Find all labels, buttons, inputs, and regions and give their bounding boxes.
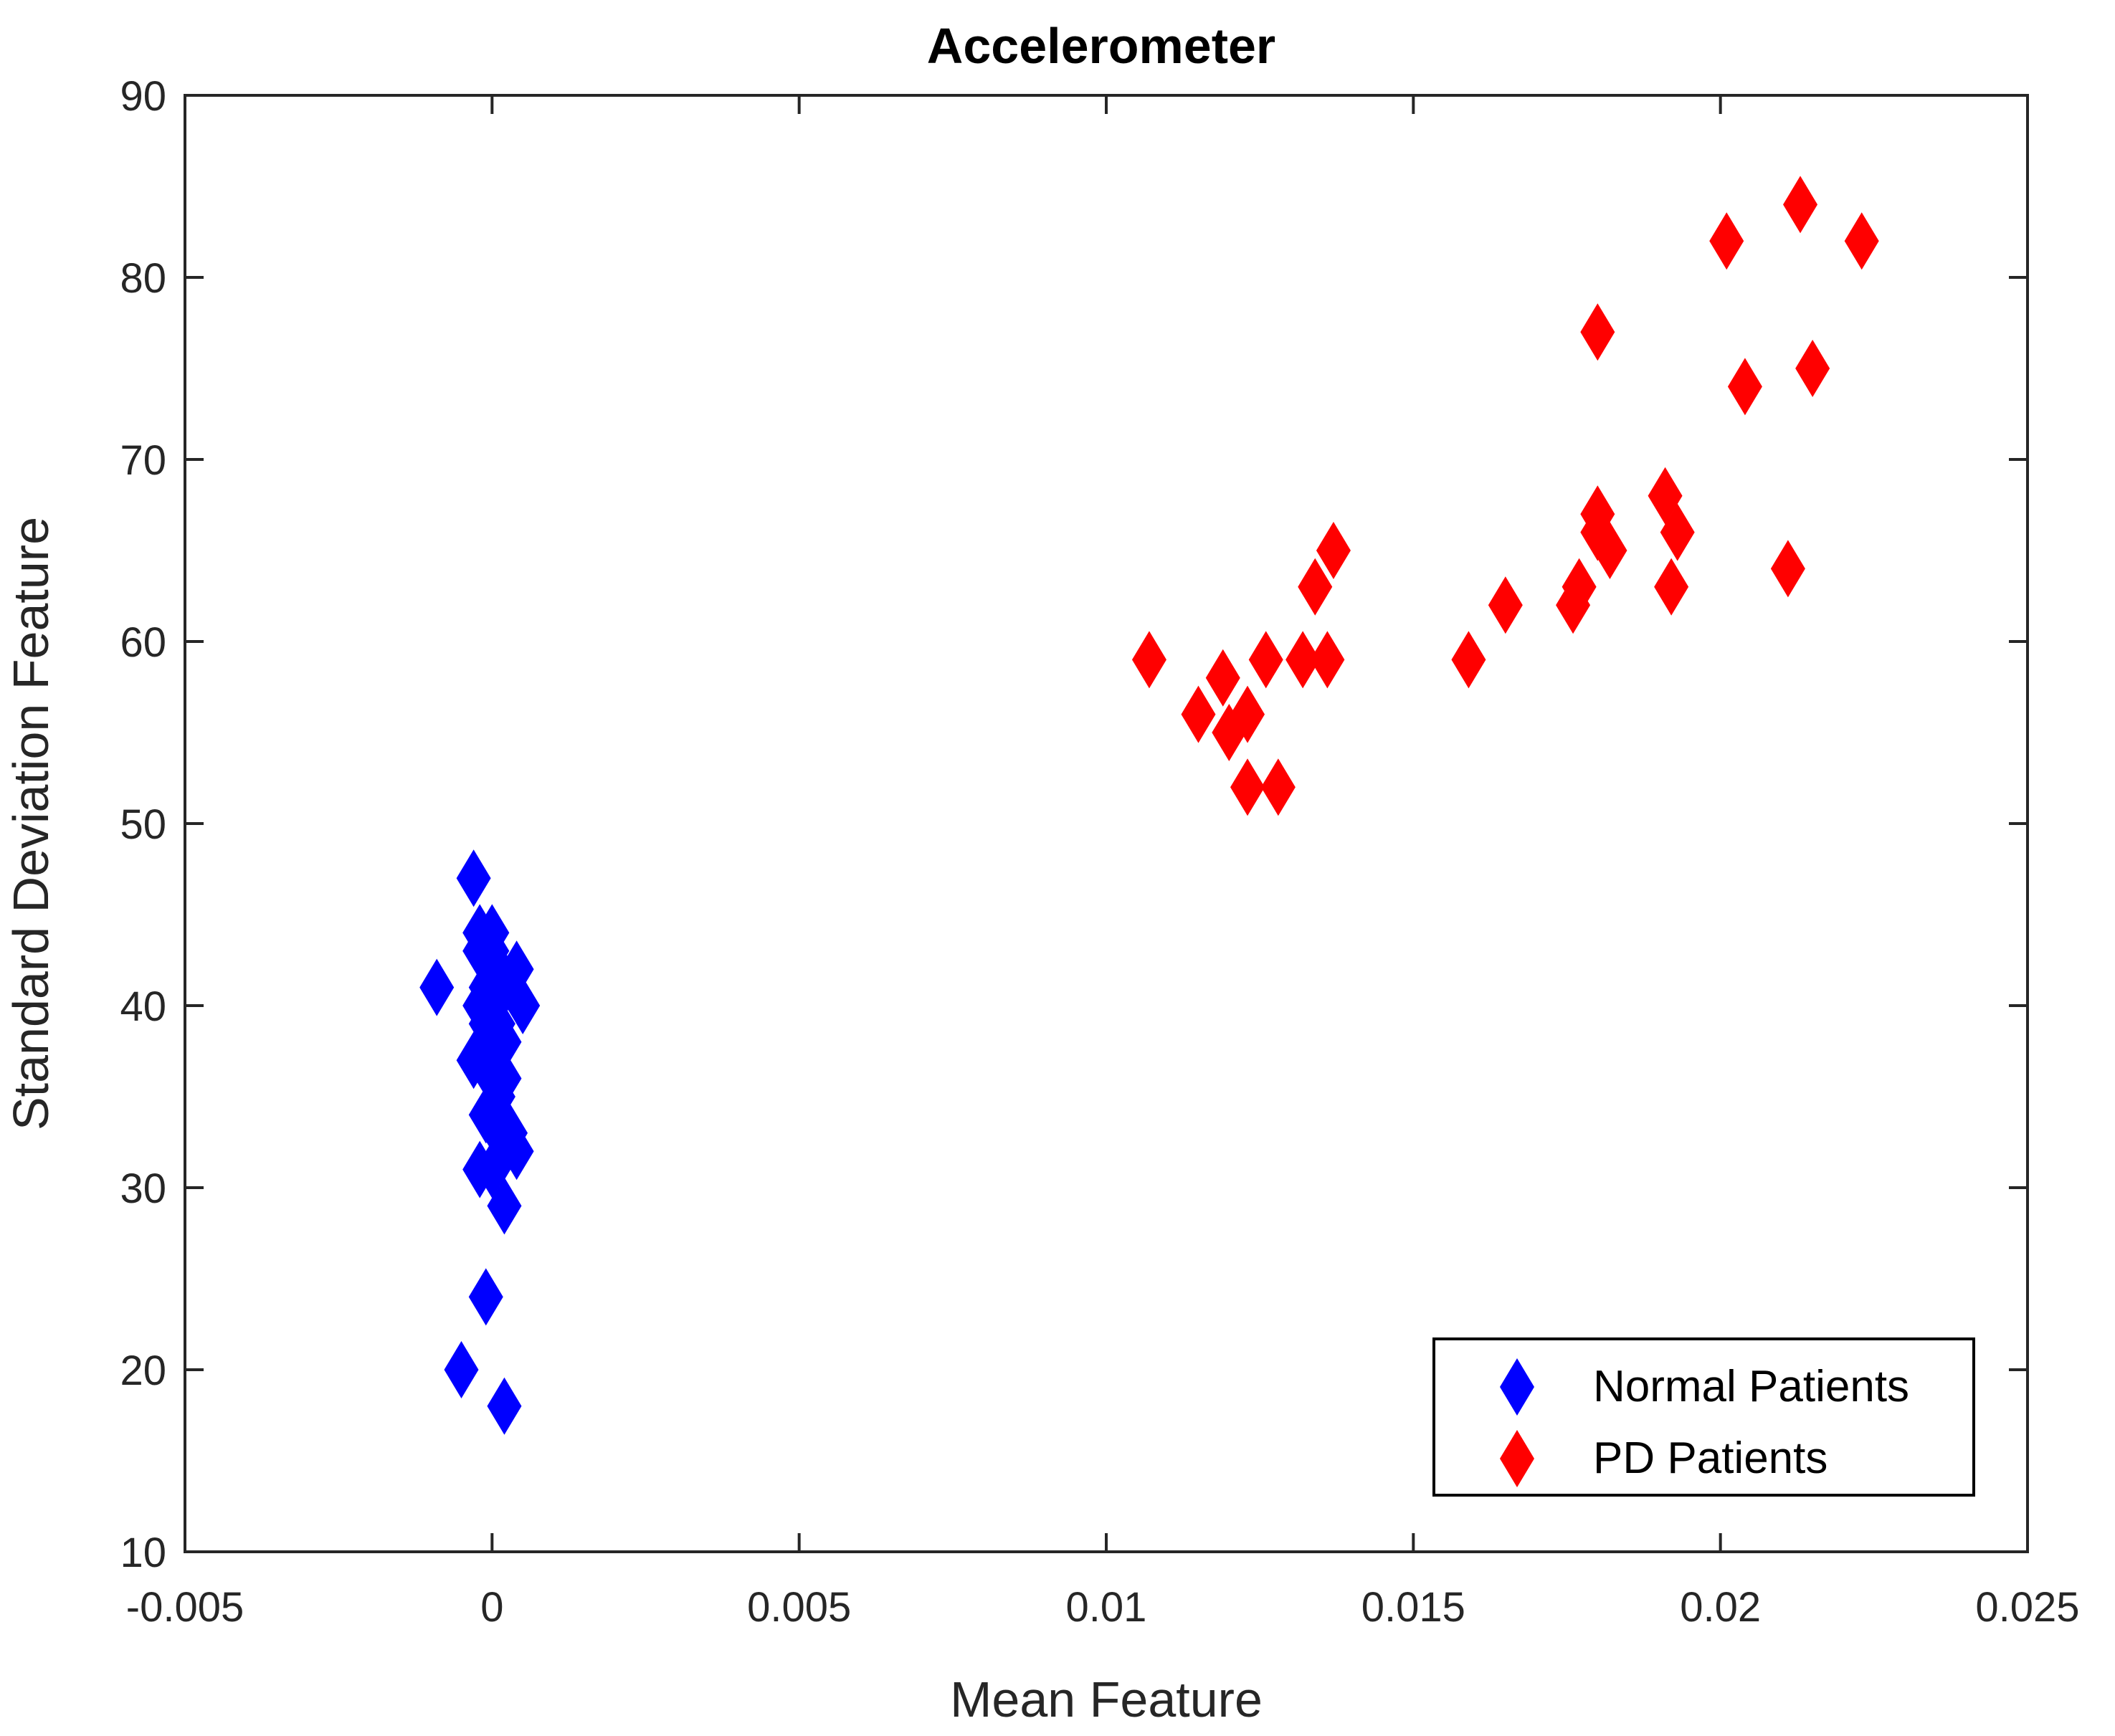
point-pd-patients-8 [1285, 631, 1321, 689]
point-pd-patients-27 [1795, 340, 1830, 397]
point-pd-patients-6 [1248, 631, 1283, 689]
point-normal-patients-31 [468, 1268, 503, 1326]
point-normal-patients-27 [499, 1122, 534, 1181]
y-tick-label-5: 60 [120, 619, 166, 666]
point-pd-patients-13 [1488, 576, 1523, 634]
point-pd-patients-21 [1654, 558, 1689, 616]
point-pd-patients-25 [1770, 540, 1805, 598]
y-tick-label-8: 90 [120, 73, 166, 120]
x-tick-label-3: 0.01 [1066, 1584, 1147, 1631]
y-tick-label-0: 10 [120, 1530, 166, 1576]
y-tick-label-4: 50 [120, 801, 166, 848]
point-pd-patients-28 [1844, 212, 1879, 270]
point-normal-patients-33 [487, 1377, 522, 1435]
point-pd-patients-5 [1230, 758, 1265, 816]
y-tick-label-1: 20 [120, 1348, 166, 1394]
legend-marker-normal-patients [1500, 1358, 1534, 1416]
chart-title: Accelerometer [927, 18, 1275, 74]
legend-label-pd-patients: PD Patients [1593, 1434, 1828, 1483]
y-axis-label: Standard Deviation Feature [3, 517, 59, 1130]
point-normal-patients-32 [444, 1341, 479, 1398]
point-pd-patients-12 [1451, 631, 1486, 689]
legend-marker-pd-patients [1500, 1430, 1534, 1487]
point-pd-patients-4 [1230, 685, 1265, 743]
point-pd-patients-2 [1205, 649, 1240, 707]
point-pd-patients-22 [1660, 503, 1695, 561]
y-tick-label-3: 40 [120, 983, 166, 1030]
point-pd-patients-23 [1709, 212, 1744, 270]
x-tick-label-5: 0.02 [1680, 1584, 1761, 1631]
point-pd-patients-18 [1592, 522, 1627, 579]
y-tick-label-7: 80 [120, 255, 166, 302]
point-pd-patients-15 [1562, 558, 1597, 616]
point-pd-patients-0 [1131, 631, 1166, 689]
point-pd-patients-24 [1727, 358, 1762, 416]
x-axis-label: Mean Feature [950, 1671, 1263, 1727]
x-tick-label-6: 0.025 [1975, 1584, 2079, 1631]
point-pd-patients-26 [1783, 176, 1818, 234]
x-tick-label-0: -0.005 [126, 1584, 244, 1631]
point-normal-patients-7 [419, 958, 455, 1016]
point-pd-patients-1 [1181, 685, 1216, 743]
legend: Normal Patients PD Patients [1432, 1337, 1975, 1497]
data-points [419, 176, 1879, 1435]
x-tick-label-1: 0 [480, 1584, 503, 1631]
point-pd-patients-10 [1310, 631, 1345, 689]
axis-ticks: -0.005 0 0.005 0.01 0.015 0.02 0.025 10 20 30 40 50… [120, 73, 2079, 1631]
point-normal-patients-0 [456, 849, 491, 907]
point-normal-patients-30 [487, 1177, 522, 1235]
x-tick-label-4: 0.015 [1361, 1584, 1465, 1631]
point-normal-patients-29 [462, 1140, 498, 1198]
point-pd-patients-11 [1316, 522, 1351, 579]
x-tick-label-2: 0.005 [747, 1584, 851, 1631]
point-pd-patients-9 [1298, 558, 1333, 616]
y-tick-label-6: 70 [120, 437, 166, 484]
point-pd-patients-19 [1580, 303, 1615, 361]
point-normal-patients-12 [505, 977, 541, 1034]
legend-label-normal-patients: Normal Patients [1593, 1362, 1909, 1411]
y-tick-label-2: 30 [120, 1165, 166, 1212]
point-pd-patients-7 [1260, 758, 1296, 816]
